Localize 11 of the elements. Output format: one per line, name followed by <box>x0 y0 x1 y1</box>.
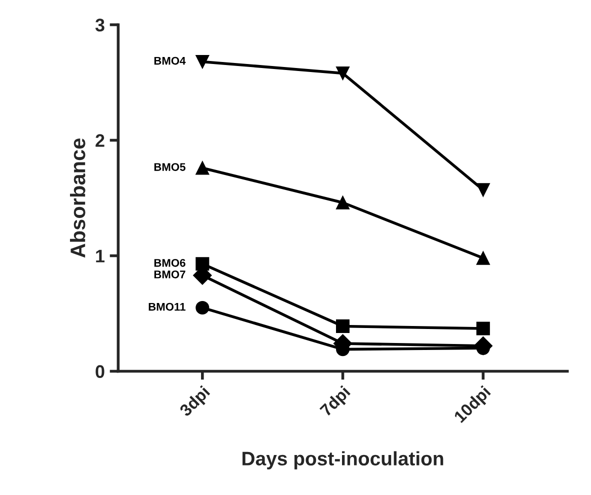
series-label: BMO6 <box>154 258 186 267</box>
series-label: BMO7 <box>154 270 186 278</box>
y-axis-title: Absorbance <box>70 138 86 258</box>
x-axis-title: Days post-inoculation <box>242 451 444 470</box>
y-tick-label: 1 <box>96 250 105 262</box>
series-label: BMO5 <box>154 163 186 171</box>
y-tick-label: 2 <box>96 134 104 147</box>
series-label: BMO11 <box>148 302 186 311</box>
y-tick-label: 0 <box>96 365 104 378</box>
y-tick-label: 3 <box>95 18 104 32</box>
series-label: BMO4 <box>154 56 186 65</box>
